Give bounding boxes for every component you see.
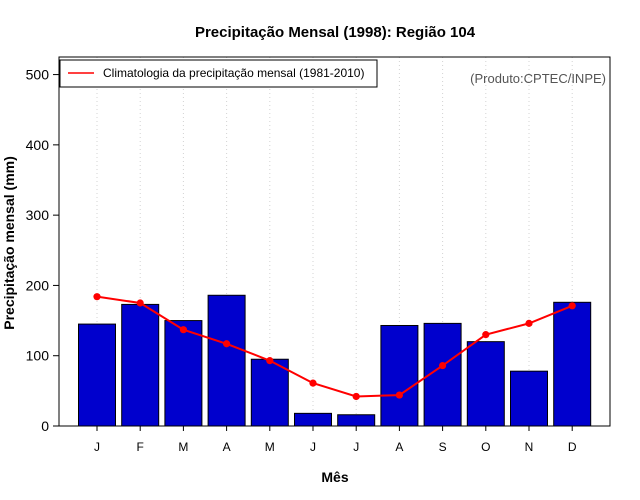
climatology-line-group — [93, 293, 576, 401]
y-tick-label: 200 — [26, 277, 50, 293]
climatology-point — [266, 357, 274, 365]
bar — [380, 324, 419, 427]
bar — [553, 301, 592, 427]
climatology-point — [309, 379, 317, 387]
bar — [78, 323, 116, 427]
y-axis: 0 100 200 300 400 500 — [26, 67, 59, 434]
climatology-point — [395, 391, 403, 399]
bar — [164, 320, 203, 427]
chart-title: Precipitação Mensal (1998): Região 104 — [195, 24, 476, 41]
legend: Climatologia da precipitação mensal (198… — [59, 59, 378, 88]
x-axis-title: Mês — [321, 469, 348, 485]
bar — [510, 370, 548, 427]
plot-frame — [58, 56, 611, 427]
bar — [337, 414, 376, 427]
bar-group — [78, 294, 592, 427]
x-tick-label: O — [481, 440, 490, 454]
x-tick-label: J — [94, 440, 100, 454]
x-tick-label: A — [395, 440, 403, 454]
legend-label: Climatologia da precipitação mensal (198… — [103, 66, 364, 80]
x-tick-label: J — [310, 440, 316, 454]
climatology-point — [525, 319, 533, 327]
bar — [207, 294, 246, 427]
bar — [121, 303, 160, 427]
x-tick-label: F — [137, 440, 144, 454]
credit-text: (Produto:CPTEC/INPE) — [470, 71, 606, 86]
x-tick-label: M — [178, 440, 188, 454]
climatology-point — [482, 331, 490, 339]
y-tick-label: 100 — [26, 348, 50, 364]
y-tick-label: 300 — [26, 207, 50, 223]
x-tick-label: M — [265, 440, 275, 454]
y-tick-label: 500 — [26, 67, 50, 83]
climatology-line — [96, 295, 573, 398]
climatology-point — [223, 340, 231, 348]
climatology-point — [93, 293, 101, 301]
x-tick-label: S — [439, 440, 447, 454]
x-tick-label: N — [525, 440, 534, 454]
x-tick-label: A — [223, 440, 231, 454]
climatology-point — [352, 392, 360, 401]
y-tick-label: 0 — [41, 418, 49, 434]
climatology-point — [136, 299, 144, 307]
legend-box — [59, 59, 378, 88]
y-axis-title: Precipitação mensal (mm) — [1, 156, 17, 330]
x-tick-label: D — [568, 440, 577, 454]
bar — [466, 341, 505, 427]
x-tick-label: J — [353, 440, 359, 454]
climatology-point — [439, 361, 447, 370]
bar — [294, 412, 332, 427]
grid-lines — [96, 57, 573, 426]
bar — [250, 358, 289, 427]
climatology-point — [568, 302, 576, 310]
y-tick-label: 400 — [26, 137, 50, 153]
climatology-point — [179, 326, 187, 334]
